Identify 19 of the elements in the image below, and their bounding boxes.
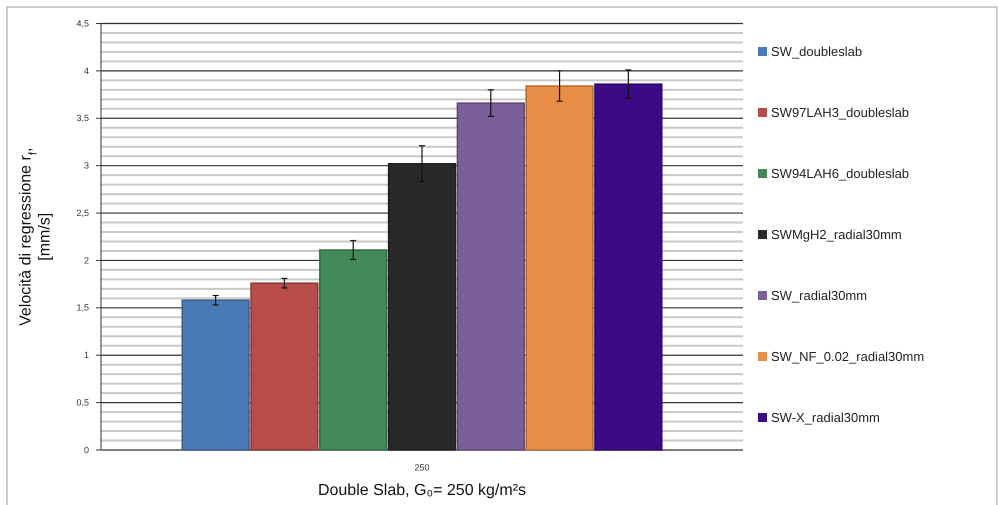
y-tick-label: 4,5: [76, 18, 89, 28]
y-tick-label: 2: [84, 255, 89, 266]
y-tick-label: 0: [84, 444, 89, 455]
legend-label: SW97LAH3_doubleslab: [771, 105, 910, 120]
y-tick-label: 0,5: [76, 397, 89, 408]
legend-label: SW_radial30mm: [771, 288, 868, 303]
x-axis-title: Double Slab, G₀= 250 kg/m²s: [318, 482, 526, 499]
y-tick-label: 3,5: [76, 113, 89, 124]
y-tick-label: 1,5: [76, 302, 89, 313]
legend-label: SW94LAH6_doubleslab: [771, 166, 910, 181]
x-tick-label: 250: [414, 462, 430, 472]
y-tick-label: 1: [84, 350, 89, 360]
legend-label: SWMgH2_radial30mm: [771, 227, 902, 242]
legend-label: SW_doubleslab: [771, 44, 862, 59]
legend-label: SW-X_radial30mm: [771, 410, 880, 425]
y-tick-label: 4: [84, 66, 89, 76]
legend-label: SW_NF_0.02_radial30mm: [771, 349, 924, 364]
y-tick-label: 2,5: [76, 208, 89, 218]
y-tick-label: 3: [84, 160, 89, 171]
